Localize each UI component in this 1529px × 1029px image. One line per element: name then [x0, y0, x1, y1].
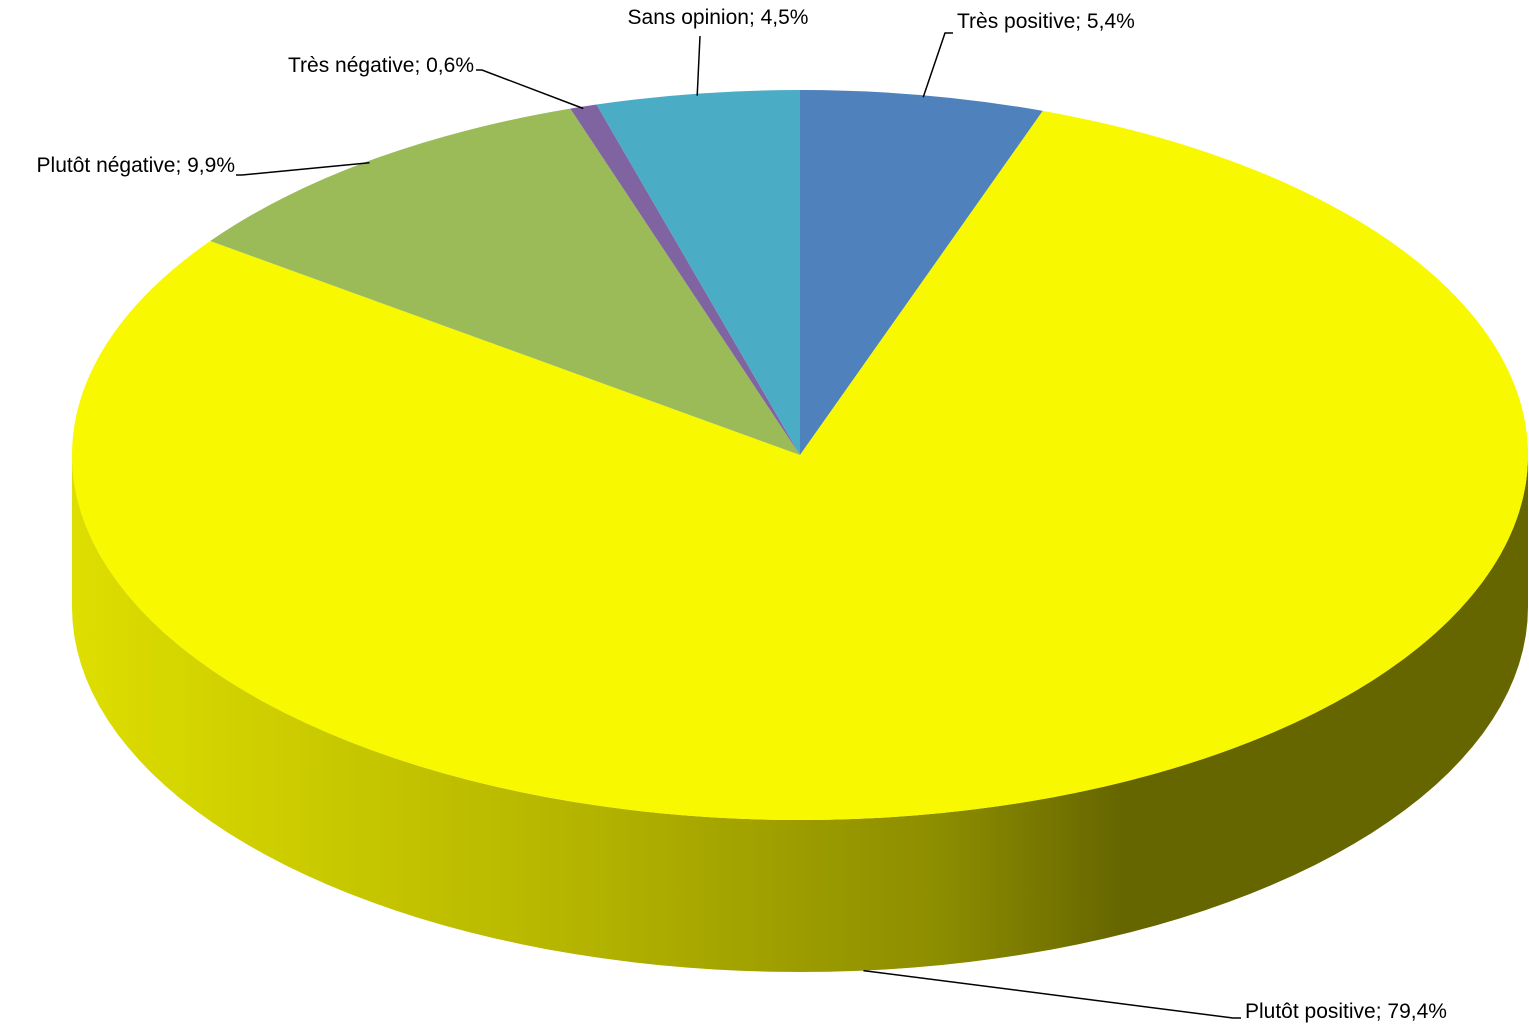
leader-line-layer	[236, 32, 1241, 1019]
pie-slice-tres-positive	[800, 90, 1043, 455]
leader-line-sans-opinion	[696, 35, 701, 96]
pie-side-layer	[72, 455, 1528, 972]
slice-label-tres-positive: Très positive; 5,4%	[957, 10, 1135, 33]
slice-label-plutot-positive: Plutôt positive; 79,4%	[1245, 1000, 1447, 1023]
slice-label-layer: Très positive; 5,4% Plutôt positive; 79,4…	[37, 6, 1447, 1023]
slice-label-plutot-negative: Plutôt négative; 9,9%	[37, 154, 235, 177]
pie-side-plutot-positive	[72, 455, 1528, 972]
leader-line-plutot-negative	[236, 161, 370, 176]
pie-slice-plutot-negative	[210, 108, 801, 456]
pie-slice-tres-negative	[570, 104, 800, 456]
pie-slice-plutot-positive	[72, 110, 1529, 820]
leader-line-plutot-positive	[863, 969, 1241, 1019]
leader-line-tres-positive	[922, 32, 953, 98]
leader-line-tres-negative	[476, 69, 584, 110]
pie-slice-sans-opinion	[596, 90, 800, 455]
pie-top-layer	[72, 90, 1529, 820]
slice-label-sans-opinion: Sans opinion; 4,5%	[628, 6, 809, 29]
slice-label-tres-negative: Très négative; 0,6%	[288, 54, 474, 77]
